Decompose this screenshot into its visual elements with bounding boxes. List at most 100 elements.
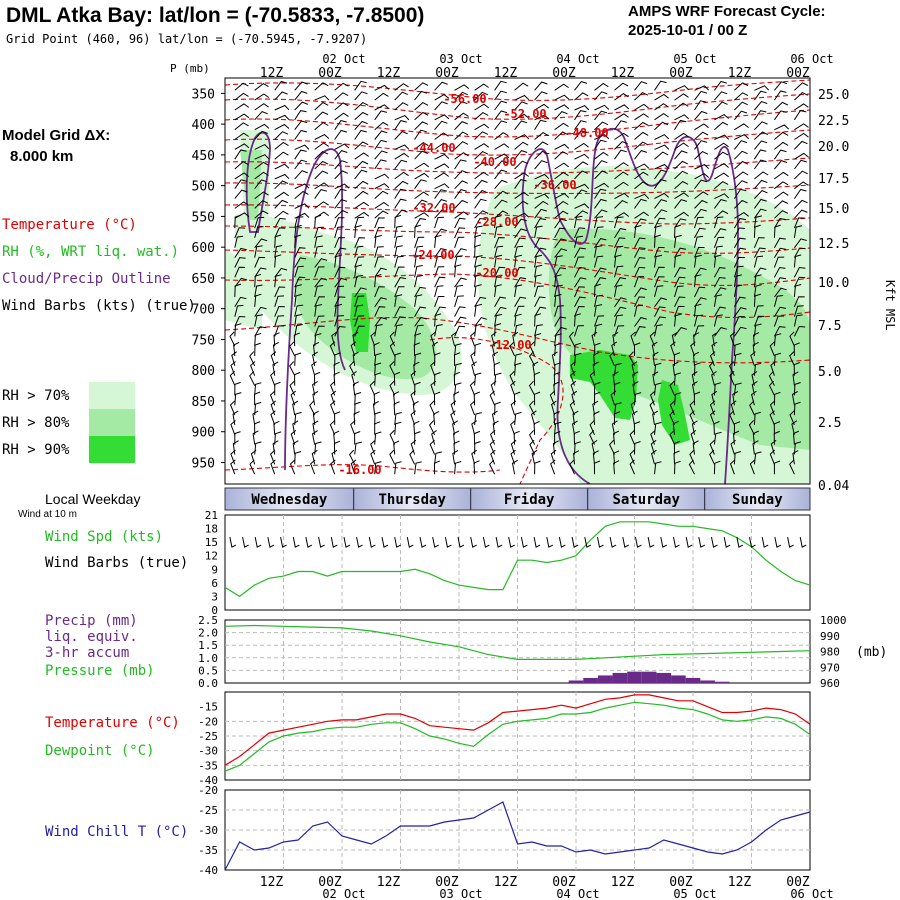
- pressure-tick-700: 700: [192, 303, 215, 318]
- weekday-label-0: Wednesday: [251, 492, 327, 508]
- kft-tick-4: 15.0: [818, 202, 849, 217]
- precip-label: Precip (mm): [45, 613, 138, 629]
- wind-10m-label: Wind at 10 m: [18, 509, 77, 520]
- bottom-date-3: 05 Oct: [673, 887, 716, 900]
- legend-cloud: Cloud/Precip Outline: [2, 271, 171, 287]
- top-hour-2: 12Z: [377, 66, 401, 81]
- bottom-hour-7: 00Z: [669, 875, 693, 890]
- temperature-tick-4: -20: [198, 715, 218, 728]
- kft-tick-3: 17.5: [818, 172, 849, 187]
- model-grid-label: Model Grid ΔX:: [2, 127, 111, 144]
- pressure-tick-600: 600: [192, 241, 215, 256]
- kft-tick-0: 25.0: [818, 88, 849, 103]
- wind-barbs-upper: [229, 80, 809, 475]
- top-hour-8: 12Z: [728, 66, 752, 81]
- wind-speed-tick-3: 9: [211, 563, 218, 576]
- local-weekday-label: Local Weekday: [45, 491, 141, 507]
- legend-rh70: RH > 70%: [2, 388, 70, 404]
- temperature-contour-6: [225, 204, 810, 225]
- windchill-tick-0: -40: [198, 864, 218, 877]
- wind-speed-label: Wind Spd (kts): [45, 529, 164, 545]
- precip-liq-label: liq. equiv.: [45, 629, 138, 645]
- windchill-tick-2: -30: [198, 824, 218, 837]
- top-hour-0: 12Z: [260, 66, 284, 81]
- bottom-date-1: 03 Oct: [439, 887, 482, 900]
- pressure-tick-500: 500: [192, 180, 215, 195]
- legend-swatch-rh80: [89, 409, 135, 436]
- temperature-contour-2: [225, 109, 810, 138]
- windchill-tick-3: -25: [198, 804, 218, 817]
- kft-axis-label: Kft MSL: [883, 280, 897, 331]
- kft-tick-1: 22.5: [818, 114, 849, 129]
- temperature-label-2: -48.00: [565, 126, 608, 140]
- cross-section-panel: -56.00 -52.00 -48.00 -44.00 -40.00 -36.00 -32.…: [225, 79, 810, 484]
- precip-bar-4: [627, 671, 642, 683]
- legend-wind-barbs: Wind Barbs (kts) (true): [2, 298, 196, 314]
- bottom-hour-5: 00Z: [552, 875, 576, 890]
- windchill-panel-label: Wind Chill T (°C): [45, 824, 189, 840]
- pressure-tick-450: 450: [192, 149, 215, 164]
- temperature-label-3: -44.00: [412, 141, 455, 155]
- wind-speed-tick-1: 3: [211, 590, 218, 603]
- forecast-cycle-label: AMPS WRF Forecast Cycle:: [628, 3, 826, 20]
- temperature-label-9: -20.00: [475, 266, 518, 280]
- top-date-0: 02 Oct: [322, 52, 365, 66]
- model-grid-value: 8.000 km: [10, 148, 74, 165]
- temperature-label-1: -52.00: [503, 107, 546, 121]
- weekday-label-2: Friday: [504, 492, 555, 508]
- cloud-outline-2: [521, 127, 739, 484]
- temperature-contour-11: [225, 464, 501, 473]
- precip-bar-0: [568, 680, 584, 683]
- precip-bar-2: [597, 675, 613, 683]
- precip-bar-10: [714, 681, 730, 683]
- rh80-region-1: [548, 228, 810, 450]
- wind-speed-tick-7: 21: [205, 509, 218, 522]
- forecast-cycle-value: 2025-10-01 / 00 Z: [628, 22, 748, 39]
- precip-tick-4: 2.0: [198, 627, 218, 640]
- weekday-label-3: Saturday: [612, 492, 680, 508]
- precip-tick-0: 0.0: [198, 677, 218, 690]
- temperature-contour-1: [225, 93, 810, 120]
- pressure-tick-750: 750: [192, 333, 215, 348]
- precip-tick-1: 0.5: [198, 664, 218, 677]
- precip-bar-3: [612, 672, 628, 683]
- temperature-contour-5: [225, 182, 810, 195]
- temperature-label-8: -24.00: [411, 248, 454, 262]
- weekday-bar: Wednesday Thursday Friday Saturday Sunday: [224, 487, 811, 511]
- pressure-tick-400: 400: [192, 118, 215, 133]
- top-date-2: 04 Oct: [556, 52, 599, 66]
- top-date-4: 06 Oct: [790, 52, 833, 66]
- bottom-hour-9: 00Z: [786, 875, 810, 890]
- rh90-region-2: [658, 380, 690, 445]
- pressure-tick-800: 800: [192, 364, 215, 379]
- legend-rh80: RH > 80%: [2, 415, 70, 431]
- kft-tick-5: 12.5: [818, 237, 849, 252]
- temperature-label-4: -40.00: [473, 155, 516, 169]
- legend-rh: RH (%, WRT liq. wat.): [2, 244, 180, 260]
- wind-speed-line: [224, 521, 811, 598]
- precip-bar-5: [641, 671, 657, 683]
- temperature-tick-0: -40: [198, 774, 218, 787]
- rh90-region-0: [350, 293, 370, 352]
- kft-tick-2: 20.0: [818, 140, 849, 155]
- temperature-label-0: -56.00: [443, 92, 486, 106]
- temperature-label-6: -32.00: [412, 201, 455, 215]
- pressure-tick-4: 1000: [820, 614, 847, 627]
- kft-tick-6: 10.0: [818, 276, 849, 291]
- top-hour-1: 00Z: [318, 66, 342, 81]
- precip-bar-7: [671, 675, 686, 683]
- windchill-tick-4: -20: [198, 784, 218, 797]
- temperature-contour-0: [225, 79, 810, 101]
- precip-bar-1: [583, 677, 598, 683]
- wind-speed-tick-0: 0: [211, 604, 218, 617]
- bottom-hour-2: 12Z: [377, 875, 401, 890]
- precip-bar-6: [656, 672, 672, 683]
- weekday-cell-4: [704, 487, 811, 511]
- weekday-label-4: Sunday: [732, 492, 783, 508]
- pressure-line: [224, 624, 811, 660]
- bottom-hour-0: 12Z: [260, 875, 284, 890]
- top-hour-6: 12Z: [611, 66, 635, 81]
- windchill-tick-1: -35: [198, 844, 218, 857]
- temperature-label-7: -28.00: [475, 215, 518, 229]
